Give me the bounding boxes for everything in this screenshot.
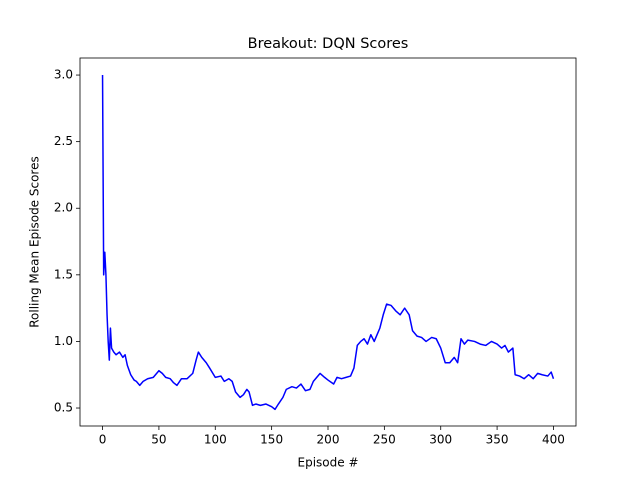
y-axis-label: Rolling Mean Episode Scores (28, 156, 42, 328)
x-tick-label: 250 (373, 433, 396, 447)
x-tick-label: 150 (260, 433, 283, 447)
line (101, 75, 555, 411)
x-tick-label: 200 (317, 433, 340, 447)
y-tick-label: 3.0 (54, 68, 73, 82)
y-tick-label: 0.5 (54, 401, 73, 415)
x-tick-label: 400 (542, 433, 565, 447)
x-tick-label: 100 (204, 433, 227, 447)
y-tick-label: 2.0 (54, 201, 73, 215)
x-tick-label: 50 (151, 433, 166, 447)
y-tick-label: 2.5 (54, 134, 73, 148)
x-tick-label: 300 (429, 433, 452, 447)
y-tick-label: 1.0 (54, 334, 73, 348)
y-tick-label: 1.5 (54, 267, 73, 281)
chart-title: Breakout: DQN Scores (248, 36, 409, 52)
x-axis-label: Episode # (298, 456, 359, 470)
x-tick-label: 0 (99, 433, 107, 447)
x-tick-label: 350 (486, 433, 509, 447)
plot-frame (79, 57, 577, 427)
